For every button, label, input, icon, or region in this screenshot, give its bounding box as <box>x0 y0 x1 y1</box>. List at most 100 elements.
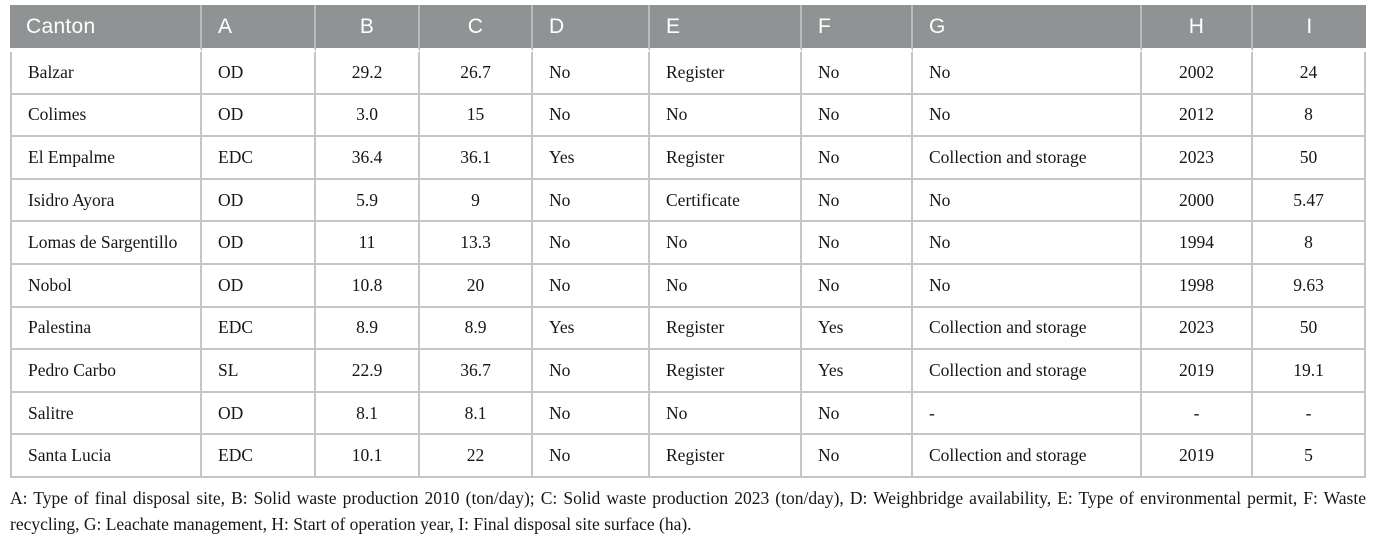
table-row: Colimes OD 3.0 15 No No No No 2012 8 <box>10 94 1366 138</box>
header-cell-c: C <box>420 5 533 52</box>
cell-e: No <box>650 94 802 138</box>
header-cell-a: A <box>202 5 316 52</box>
waste-disposal-table: Canton A B C D E F G H I Balzar OD 29.2 26.7 No Regist… <box>10 5 1366 478</box>
cell-f: No <box>802 435 913 478</box>
cell-canton: Salitre <box>10 392 202 436</box>
cell-d: No <box>533 435 650 478</box>
cell-c: 8.9 <box>420 307 533 351</box>
header-cell-d: D <box>533 5 650 52</box>
cell-h: 1994 <box>1142 222 1253 265</box>
cell-c: 9 <box>420 179 533 223</box>
cell-canton: Balzar <box>10 52 202 95</box>
cell-b: 8.9 <box>316 307 420 351</box>
cell-b: 3.0 <box>316 94 420 138</box>
cell-b: 36.4 <box>316 137 420 180</box>
cell-a: OD <box>202 179 316 223</box>
cell-g: - <box>913 392 1142 436</box>
table-header: Canton A B C D E F G H I <box>10 5 1366 52</box>
cell-canton: Nobol <box>10 264 202 308</box>
cell-canton: Pedro Carbo <box>10 350 202 393</box>
cell-g: Collection and storage <box>913 435 1142 478</box>
cell-b: 11 <box>316 222 420 265</box>
header-cell-b: B <box>316 5 420 52</box>
cell-g: No <box>913 179 1142 223</box>
cell-a: EDC <box>202 307 316 351</box>
cell-g: No <box>913 52 1142 95</box>
cell-a: OD <box>202 222 316 265</box>
cell-f: No <box>802 392 913 436</box>
table-row: Balzar OD 29.2 26.7 No Register No No 2002 24 <box>10 52 1366 95</box>
cell-c: 8.1 <box>420 392 533 436</box>
cell-d: No <box>533 350 650 393</box>
cell-canton: Colimes <box>10 94 202 138</box>
cell-e: Register <box>650 52 802 95</box>
cell-c: 36.7 <box>420 350 533 393</box>
cell-c: 13.3 <box>420 222 533 265</box>
cell-d: No <box>533 222 650 265</box>
cell-f: No <box>802 52 913 95</box>
cell-f: No <box>802 94 913 138</box>
cell-a: OD <box>202 52 316 95</box>
cell-a: EDC <box>202 435 316 478</box>
cell-i: 24 <box>1253 52 1366 95</box>
table-row: Palestina EDC 8.9 8.9 Yes Register Yes Collecti… <box>10 307 1366 351</box>
cell-h: 2019 <box>1142 435 1253 478</box>
cell-f: Yes <box>802 350 913 393</box>
cell-i: 50 <box>1253 307 1366 351</box>
cell-h: 2012 <box>1142 94 1253 138</box>
cell-canton: El Empalme <box>10 137 202 180</box>
cell-i: - <box>1253 392 1366 436</box>
cell-e: No <box>650 264 802 308</box>
table-row: Nobol OD 10.8 20 No No No No 1998 9.63 <box>10 264 1366 308</box>
cell-b: 29.2 <box>316 52 420 95</box>
cell-canton: Palestina <box>10 307 202 351</box>
cell-c: 20 <box>420 264 533 308</box>
cell-i: 19.1 <box>1253 350 1366 393</box>
cell-c: 26.7 <box>420 52 533 95</box>
header-cell-g: G <box>913 5 1142 52</box>
cell-f: No <box>802 264 913 308</box>
cell-a: OD <box>202 392 316 436</box>
cell-b: 22.9 <box>316 350 420 393</box>
cell-h: 2023 <box>1142 137 1253 180</box>
cell-h: 2002 <box>1142 52 1253 95</box>
cell-a: OD <box>202 94 316 138</box>
cell-c: 36.1 <box>420 137 533 180</box>
table-row: Santa Lucia EDC 10.1 22 No Register No Collecti… <box>10 435 1366 478</box>
cell-a: EDC <box>202 137 316 180</box>
cell-g: Collection and storage <box>913 307 1142 351</box>
cell-canton: Lomas de Sargentillo <box>10 222 202 265</box>
table-row: Pedro Carbo SL 22.9 36.7 No Register Yes Collec… <box>10 350 1366 393</box>
cell-h: 2019 <box>1142 350 1253 393</box>
cell-g: Collection and storage <box>913 350 1142 393</box>
cell-e: Register <box>650 350 802 393</box>
cell-h: 1998 <box>1142 264 1253 308</box>
footnote-line-2: recycling, G: Leachate management, H: St… <box>10 513 692 534</box>
header-cell-i: I <box>1253 5 1366 52</box>
header-row: Canton A B C D E F G H I <box>10 5 1366 52</box>
cell-h: 2000 <box>1142 179 1253 223</box>
cell-e: Register <box>650 307 802 351</box>
cell-f: No <box>802 137 913 180</box>
header-cell-f: F <box>802 5 913 52</box>
cell-i: 9.63 <box>1253 264 1366 308</box>
cell-d: Yes <box>533 137 650 180</box>
cell-i: 5.47 <box>1253 179 1366 223</box>
header-cell-canton: Canton <box>10 5 202 52</box>
table-row: Lomas de Sargentillo OD 11 13.3 No No No No 1994… <box>10 222 1366 265</box>
cell-f: Yes <box>802 307 913 351</box>
cell-i: 8 <box>1253 222 1366 265</box>
cell-f: No <box>802 222 913 265</box>
cell-d: Yes <box>533 307 650 351</box>
cell-g: Collection and storage <box>913 137 1142 180</box>
table-row: Salitre OD 8.1 8.1 No No No - - - <box>10 392 1366 436</box>
cell-e: No <box>650 222 802 265</box>
cell-b: 10.1 <box>316 435 420 478</box>
cell-e: Register <box>650 435 802 478</box>
cell-d: No <box>533 264 650 308</box>
cell-a: SL <box>202 350 316 393</box>
cell-canton: Isidro Ayora <box>10 179 202 223</box>
cell-i: 5 <box>1253 435 1366 478</box>
cell-h: 2023 <box>1142 307 1253 351</box>
cell-c: 15 <box>420 94 533 138</box>
